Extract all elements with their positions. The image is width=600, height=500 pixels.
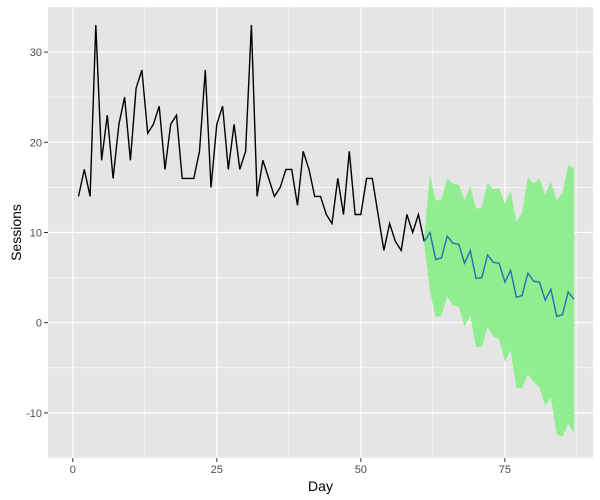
forecast-mean-line <box>423 230 575 318</box>
y-axis-title: Sessions <box>8 204 24 261</box>
y-tick-label: 0 <box>36 318 42 330</box>
y-tick-label: 20 <box>30 137 42 149</box>
y-tick-label: 30 <box>30 47 42 59</box>
prediction-interval-band <box>424 164 574 437</box>
y-tick-label: -10 <box>26 408 42 420</box>
x-axis-title: Day <box>308 478 333 494</box>
y-axis-ticks: -10 0 10 20 30 <box>26 47 48 420</box>
x-axis-ticks: 0 25 50 75 <box>70 458 511 476</box>
x-tick-label: 50 <box>355 464 367 476</box>
observed-sessions-line <box>77 24 425 253</box>
x-tick-label: 25 <box>211 464 223 476</box>
x-tick-label: 0 <box>70 464 76 476</box>
x-tick-label: 75 <box>499 464 511 476</box>
y-tick-label: 10 <box>30 228 42 240</box>
